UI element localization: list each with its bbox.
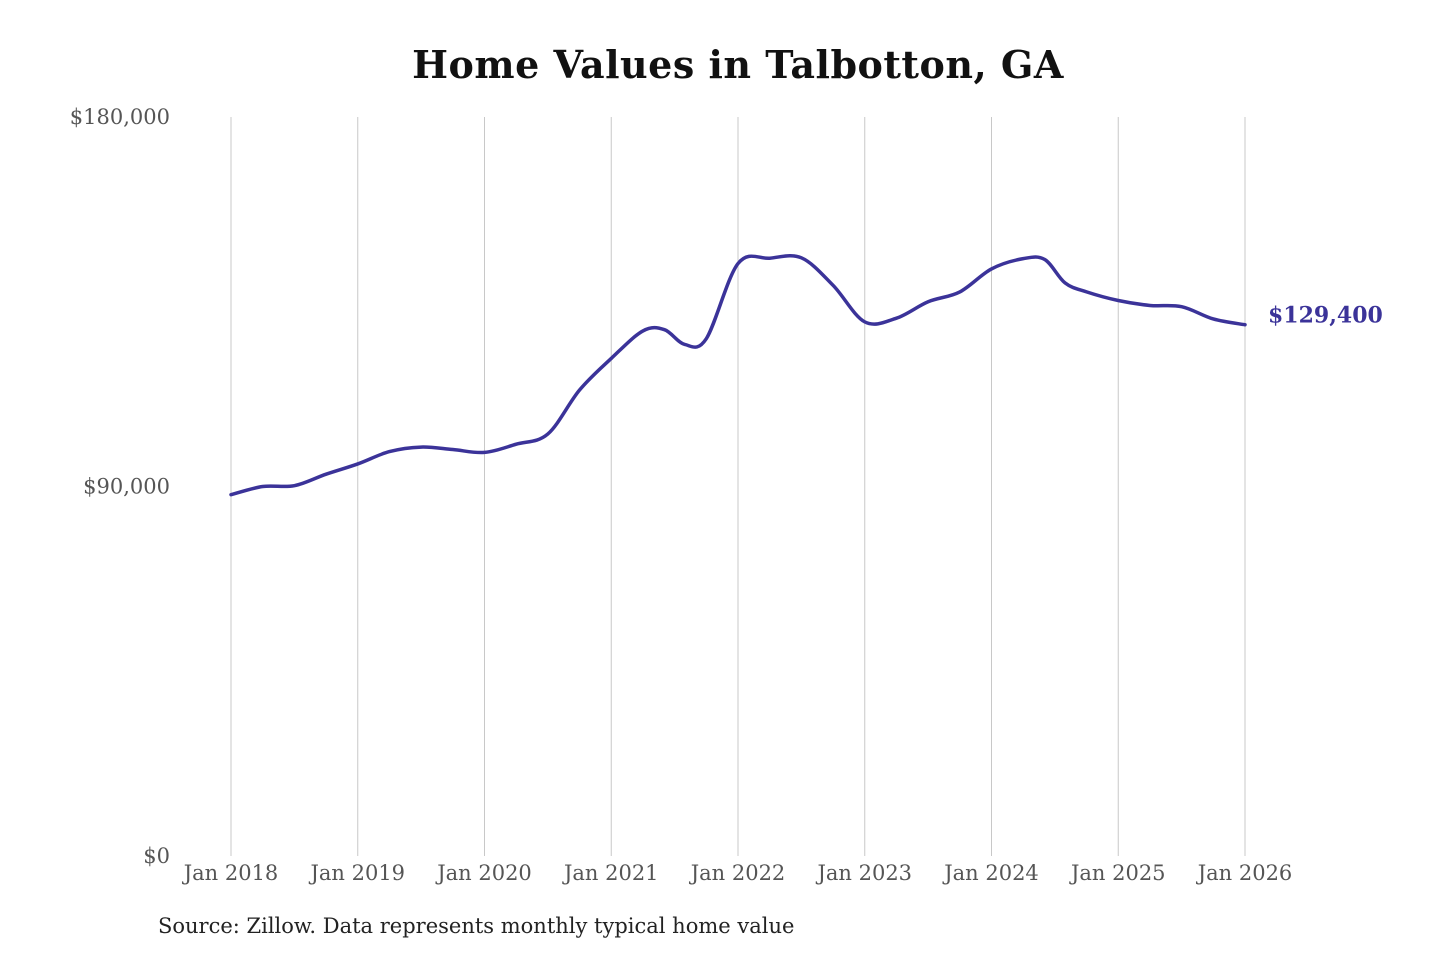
end-value-label: $129,400 [1268,303,1383,329]
series-layer [229,253,1247,497]
y-tick-label: $0 [143,844,170,868]
x-tick-label: Jan 2018 [182,861,279,885]
x-tick-label: Jan 2024 [942,861,1039,885]
chart-source-note: Source: Zillow. Data represents monthly … [158,914,795,938]
x-tick-label: Jan 2021 [562,861,659,885]
x-tick-label: Jan 2025 [1069,861,1166,885]
x-axis-ticks: Jan 2018 Jan 2019 Jan 2020 Jan 2021 Jan 2022… [182,861,1293,885]
x-tick-label: Jan 2022 [689,861,786,885]
series-line [229,253,1247,497]
end-label-layer: $129,400 [1268,303,1383,329]
grid-lines [230,117,1246,856]
y-tick-label: $90,000 [83,475,170,499]
x-tick-label: Jan 2019 [308,861,405,885]
x-tick-label: Jan 2026 [1196,861,1293,885]
y-tick-label: $180,000 [70,105,170,129]
y-axis-ticks: $180,000 $90,000 $0 [70,105,170,868]
x-tick-label: Jan 2023 [815,861,912,885]
x-tick-label: Jan 2020 [435,861,532,885]
chart-title: Home Values in Talbotton, GA [412,42,1064,87]
